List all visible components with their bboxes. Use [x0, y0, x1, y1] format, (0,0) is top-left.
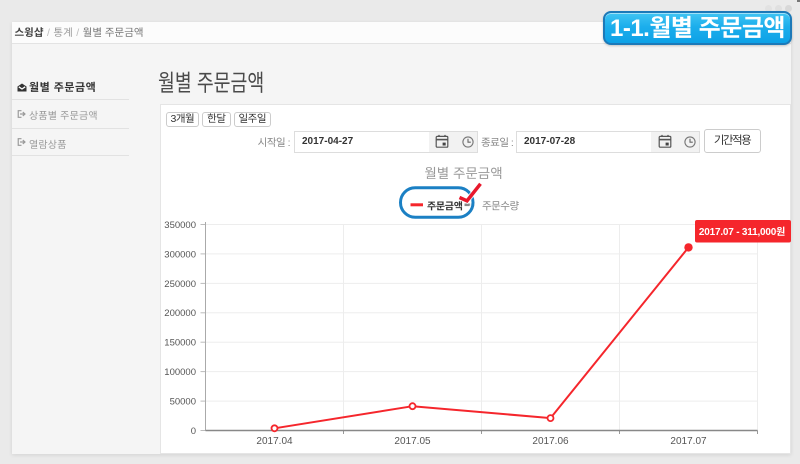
svg-text:월별 주문금액: 월별 주문금액: [424, 166, 502, 181]
svg-text:200000: 200000: [164, 308, 196, 319]
svg-text:주문금액: 주문금액: [427, 201, 463, 213]
svg-text:150000: 150000: [164, 338, 196, 349]
svg-text:300000: 300000: [164, 249, 196, 260]
svg-text:50000: 50000: [170, 397, 196, 408]
svg-text:100000: 100000: [164, 367, 196, 378]
svg-text:250000: 250000: [164, 279, 196, 290]
svg-text:2017.07: 2017.07: [670, 436, 707, 447]
svg-text:2017.06: 2017.06: [532, 436, 569, 447]
svg-text:2017.04: 2017.04: [256, 436, 293, 447]
svg-text:2017.05: 2017.05: [394, 436, 431, 447]
svg-text:2017.07 - 311,000원: 2017.07 - 311,000원: [699, 226, 785, 238]
svg-text:0: 0: [191, 426, 196, 437]
svg-text:350000: 350000: [164, 220, 196, 231]
svg-text:주문수량: 주문수량: [482, 201, 519, 213]
